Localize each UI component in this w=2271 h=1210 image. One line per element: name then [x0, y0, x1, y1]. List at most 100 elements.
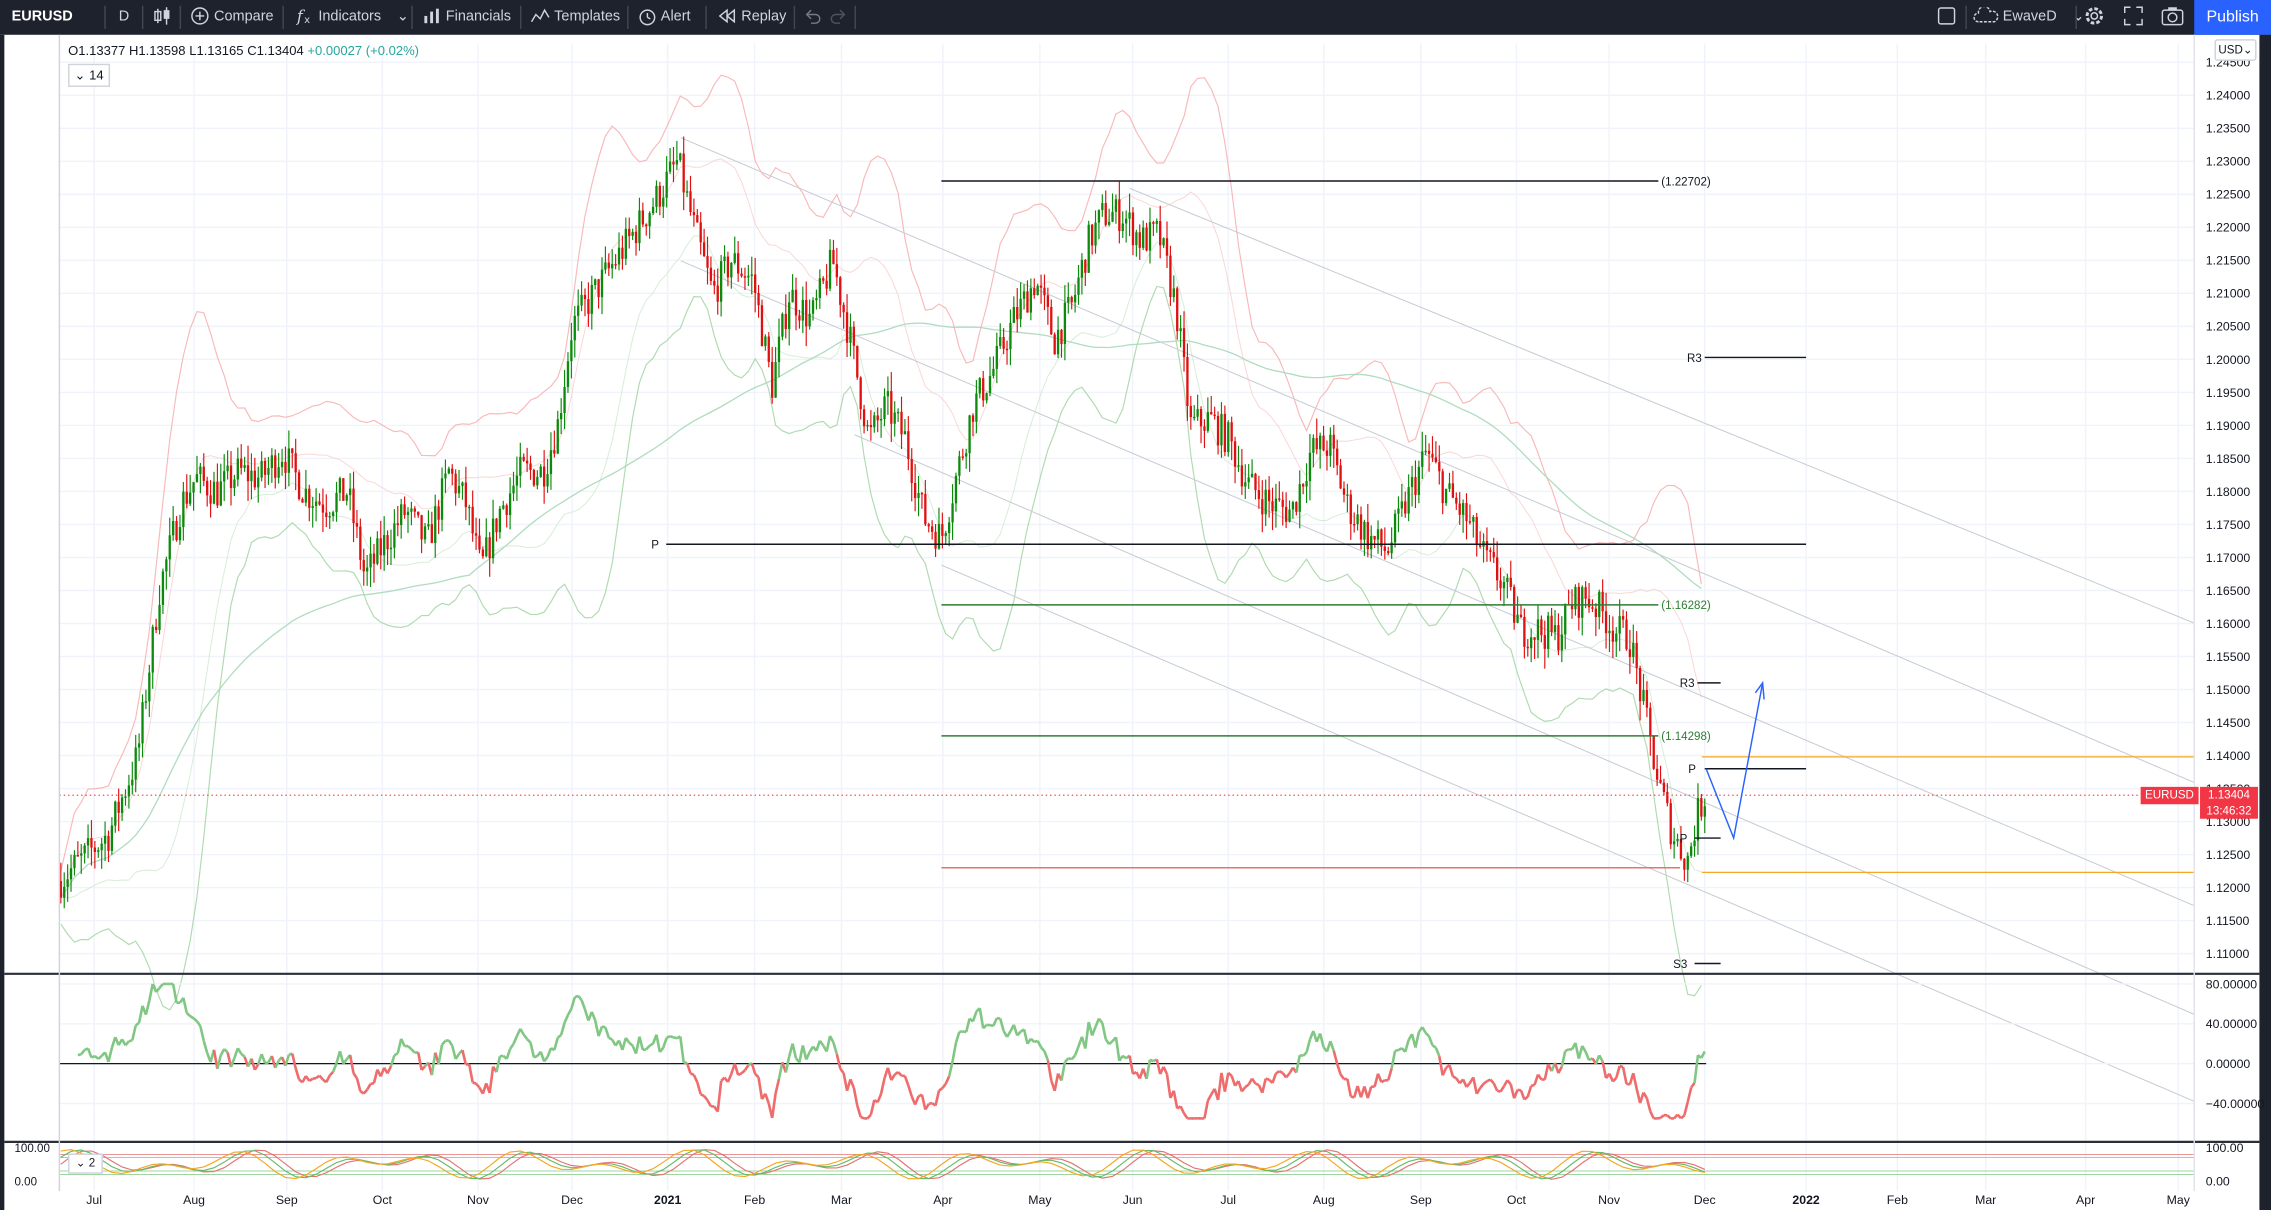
fullscreen-button[interactable] [2123, 0, 2143, 35]
candle-body [1431, 453, 1434, 458]
candle-body [202, 466, 205, 481]
replay-button[interactable]: Replay [717, 0, 786, 35]
fullscreen-box-button[interactable] [1936, 0, 1956, 35]
momentum-segment [202, 1040, 209, 1054]
momentum-segment [1275, 1070, 1281, 1075]
momentum-segment [692, 1074, 699, 1083]
candle-body [454, 473, 457, 494]
price-axis-label: 1.17000 [2206, 551, 2251, 565]
candle-body [348, 488, 352, 496]
replay-label: Replay [741, 8, 787, 25]
candle-body [1696, 798, 1700, 841]
candle-body [808, 313, 811, 327]
price-levels[interactable]: (1.22702) R3 P (1.16282) R3 (1.14298) P P S3 [59, 176, 2195, 971]
candle-body [1427, 450, 1431, 454]
indicator-param-toggle[interactable]: ⌄ 14 [68, 63, 111, 87]
candle-body [577, 305, 580, 316]
candle-body [1148, 222, 1152, 251]
candle-body [1376, 529, 1380, 540]
candle-body [76, 855, 80, 857]
layout-name-button[interactable]: EwaveD ⌄ [1973, 0, 2084, 35]
candle-body [539, 466, 542, 477]
momentum-segment [1598, 1054, 1604, 1063]
candle-body [236, 458, 239, 480]
momentum-segment [526, 1038, 532, 1044]
undo-button[interactable] [804, 0, 821, 35]
candle-body [80, 853, 83, 856]
time-axis-label: Jun [1123, 1193, 1143, 1207]
candle-body [120, 797, 124, 813]
compare-button[interactable]: Compare [190, 0, 274, 35]
financials-button[interactable]: Financials [421, 0, 511, 35]
expand-icon [2123, 7, 2143, 26]
momentum-segment [559, 1022, 566, 1036]
candle-body [1380, 529, 1383, 547]
candle-body [1499, 580, 1502, 589]
oscillator-axis-label: 40.00000 [2206, 1017, 2257, 1031]
drawing-tools[interactable] [1705, 680, 1765, 841]
momentum-segment [601, 1025, 606, 1029]
currency-selector[interactable]: USD⌄ [2214, 39, 2257, 61]
candle-body [566, 361, 570, 388]
candle-body [1689, 846, 1693, 856]
momentum-segment [805, 1051, 811, 1061]
candle-body [617, 247, 621, 265]
momentum-segment [954, 1031, 961, 1044]
candle-body [529, 463, 532, 471]
candle-body [1478, 545, 1482, 547]
momentum-segment [818, 1039, 825, 1047]
alert-button[interactable]: Alert [637, 0, 691, 35]
elliott-projection [1705, 682, 1764, 841]
price-level-label: (1.16282) [1661, 600, 1711, 612]
publish-button[interactable]: Publish [2194, 0, 2271, 35]
candle-body [760, 305, 764, 346]
price-level-label: (1.22702) [1661, 176, 1711, 188]
momentum-segment [815, 1040, 822, 1052]
stoch-param-toggle[interactable]: ⌄ 2 [68, 1153, 103, 1174]
plus-circle-icon [191, 7, 209, 26]
momentum-segment [982, 1023, 988, 1030]
momentum-segment [240, 1052, 246, 1058]
interval-button[interactable]: D [118, 8, 130, 25]
candle-body [362, 559, 365, 572]
candle-body [117, 801, 120, 813]
price-axis-label: 1.19000 [2206, 419, 2251, 433]
candle-body [1502, 581, 1506, 589]
candle-body [1387, 551, 1390, 554]
candle-body [679, 153, 682, 161]
candle-body [859, 377, 862, 410]
candle-body [672, 161, 675, 165]
candle-body [1468, 521, 1472, 523]
candle-body [726, 256, 730, 278]
momentum-segment [903, 1075, 910, 1086]
candle-body [90, 838, 93, 848]
candle-body [335, 492, 338, 513]
symbol-search-button[interactable]: EURUSD [11, 8, 73, 25]
settings-button[interactable] [2084, 0, 2104, 35]
momentum-segment [342, 1058, 348, 1065]
momentum-segment [1179, 1105, 1186, 1114]
momentum-segment [366, 1083, 372, 1091]
candle-body [141, 702, 144, 744]
momentum-segment [1693, 1054, 1700, 1084]
momentum-segment [158, 983, 164, 989]
candle-body [137, 743, 141, 748]
momentum-segment [1223, 1072, 1230, 1092]
snapshot-button[interactable] [2161, 0, 2184, 35]
chart-type-button[interactable] [152, 0, 172, 35]
momentum-segment [185, 1012, 192, 1018]
candle-body [941, 523, 944, 536]
stoch-axis-label: 0.00 [2206, 1174, 2230, 1188]
candle-body [1128, 212, 1131, 219]
candle-body [280, 461, 284, 468]
candle-body [1608, 630, 1611, 634]
momentum-segment [372, 1069, 379, 1084]
momentum-segment [1155, 1059, 1162, 1075]
candle-body [740, 273, 743, 277]
momentum-segment [1216, 1072, 1223, 1101]
candle-body [1090, 224, 1094, 246]
redo-button[interactable] [830, 0, 847, 35]
templates-button[interactable]: Templates [530, 0, 620, 35]
